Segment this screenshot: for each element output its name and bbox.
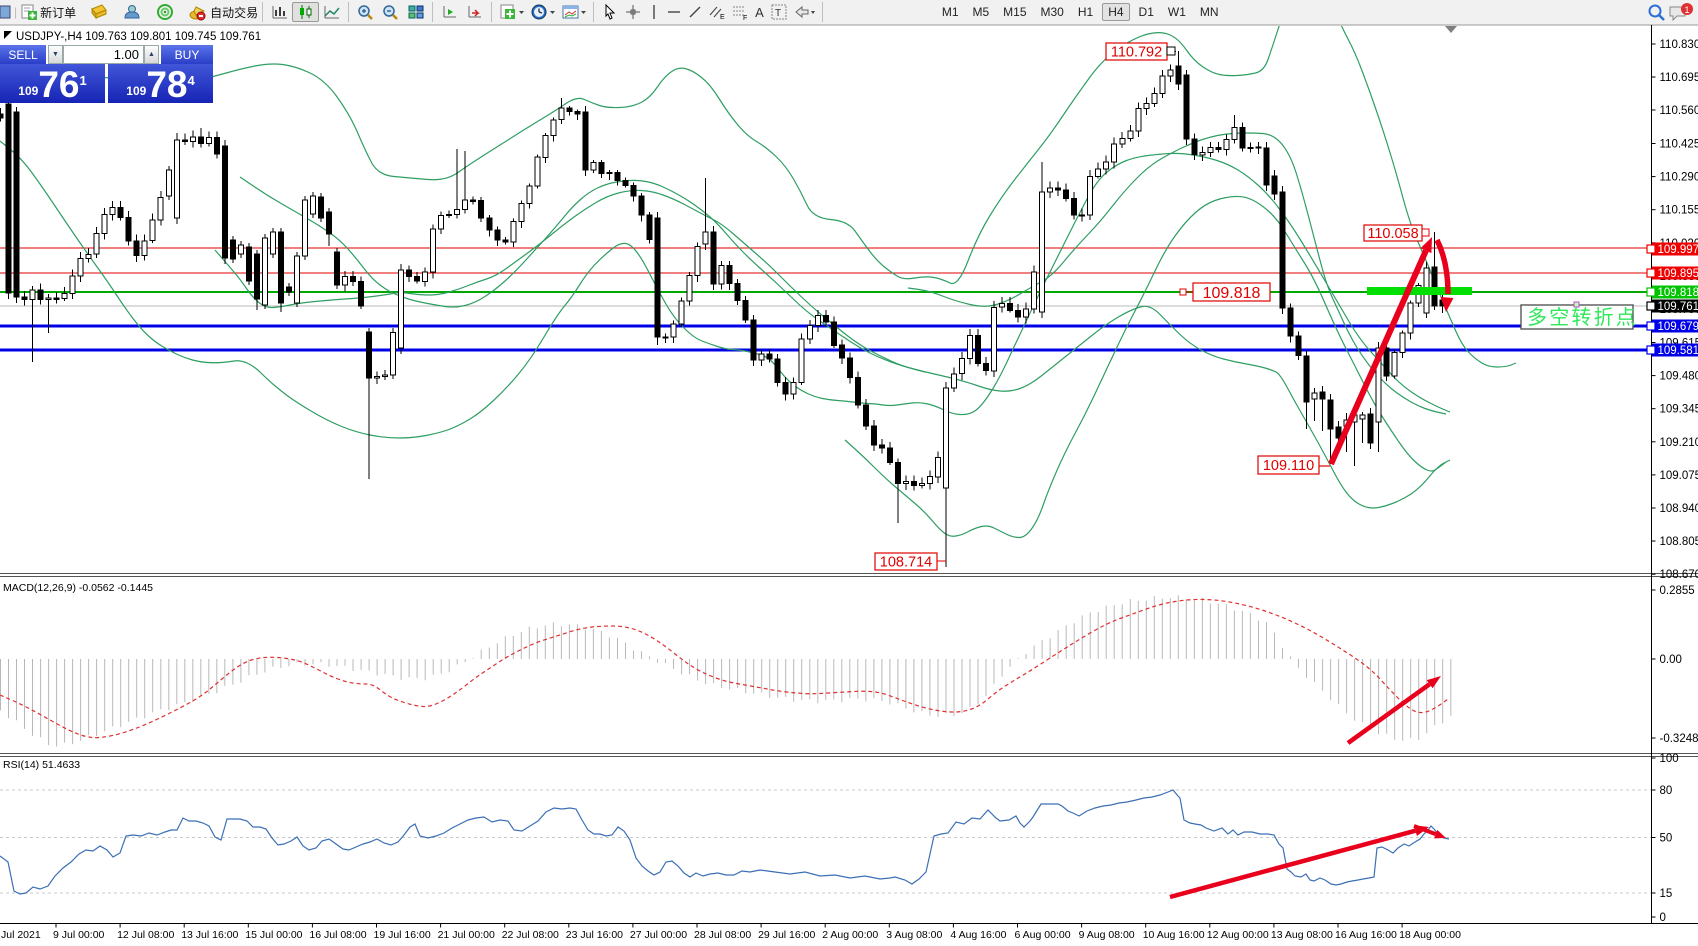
svg-text:MACD(12,26,9) -0.0562 -0.1445: MACD(12,26,9) -0.0562 -0.1445: [3, 582, 153, 594]
svg-text:0: 0: [1660, 912, 1666, 924]
svg-text:109.345: 109.345: [1660, 404, 1698, 416]
svg-text:109.761: 109.761: [1658, 301, 1698, 313]
svg-text:18 Aug 00:00: 18 Aug 00:00: [1399, 929, 1461, 941]
svg-text:27 Jul 00:00: 27 Jul 00:00: [630, 929, 687, 941]
svg-text:12 Aug 00:00: 12 Aug 00:00: [1207, 929, 1269, 941]
svg-text:13 Aug 08:00: 13 Aug 08:00: [1271, 929, 1333, 941]
svg-text:80: 80: [1660, 785, 1673, 797]
svg-text:110.155: 110.155: [1660, 205, 1698, 217]
svg-text:19 Jul 16:00: 19 Jul 16:00: [374, 929, 431, 941]
svg-text:110.695: 110.695: [1660, 72, 1698, 84]
svg-text:108.805: 108.805: [1660, 536, 1698, 548]
svg-text:108.714: 108.714: [880, 555, 932, 571]
svg-text:110.830: 110.830: [1660, 39, 1698, 51]
svg-text:E: E: [720, 14, 725, 21]
svg-text:1: 1: [1685, 5, 1690, 15]
svg-text:110.792: 110.792: [1111, 45, 1162, 61]
svg-text:-0.3248: -0.3248: [1660, 733, 1698, 745]
svg-text:50: 50: [1660, 833, 1673, 845]
svg-text:10 Aug 16:00: 10 Aug 16:00: [1143, 929, 1205, 941]
svg-text:109.075: 109.075: [1660, 470, 1698, 482]
svg-text:109.110: 109.110: [1263, 458, 1314, 474]
svg-text:109.210: 109.210: [1660, 437, 1698, 449]
svg-text:15 Jul 00:00: 15 Jul 00:00: [245, 929, 302, 941]
svg-text:0.2855: 0.2855: [1660, 585, 1695, 597]
svg-text:109.581: 109.581: [1658, 345, 1698, 357]
svg-text:9 Aug 08:00: 9 Aug 08:00: [1079, 929, 1135, 941]
svg-text:109.997: 109.997: [1658, 244, 1698, 256]
svg-text:100: 100: [1660, 753, 1679, 765]
svg-text:6 Aug 00:00: 6 Aug 00:00: [1015, 929, 1071, 941]
svg-text:28 Jul 08:00: 28 Jul 08:00: [694, 929, 751, 941]
svg-text:110.290: 110.290: [1660, 172, 1698, 184]
svg-text:109.679: 109.679: [1658, 321, 1698, 333]
svg-text:15: 15: [1660, 888, 1673, 900]
svg-text:109.480: 109.480: [1660, 371, 1698, 383]
svg-text:9 Jul 00:00: 9 Jul 00:00: [53, 929, 105, 941]
svg-text:22 Jul 08:00: 22 Jul 08:00: [502, 929, 559, 941]
svg-text:110.560: 110.560: [1660, 105, 1698, 117]
svg-text:109.818: 109.818: [1658, 287, 1698, 299]
svg-text:110.058: 110.058: [1367, 226, 1418, 242]
svg-text:21 Jul 00:00: 21 Jul 00:00: [438, 929, 495, 941]
svg-text:110.425: 110.425: [1660, 139, 1698, 151]
svg-text:2 Aug 00:00: 2 Aug 00:00: [822, 929, 878, 941]
svg-text:108.940: 108.940: [1660, 503, 1698, 515]
svg-text:0.00: 0.00: [1660, 654, 1682, 666]
svg-text:109.818: 109.818: [1203, 285, 1261, 302]
svg-text:16 Jul 08:00: 16 Jul 08:00: [309, 929, 366, 941]
svg-text:Jul 2021: Jul 2021: [1, 929, 41, 941]
svg-text:F: F: [743, 15, 747, 21]
svg-text:RSI(14) 51.4633: RSI(14) 51.4633: [3, 759, 80, 771]
svg-text:23 Jul 16:00: 23 Jul 16:00: [566, 929, 623, 941]
svg-text:12 Jul 08:00: 12 Jul 08:00: [117, 929, 174, 941]
svg-text:108.670: 108.670: [1660, 569, 1698, 581]
svg-text:29 Jul 16:00: 29 Jul 16:00: [758, 929, 815, 941]
svg-text:4 Aug 16:00: 4 Aug 16:00: [950, 929, 1006, 941]
svg-text:USDJPY-,H4 109.763 109.801 10: USDJPY-,H4 109.763 109.801 109.745 109.7…: [16, 31, 261, 43]
svg-text:多空转折点: 多空转折点: [1527, 306, 1638, 329]
svg-text:109.895: 109.895: [1658, 268, 1698, 280]
svg-text:16 Aug 16:00: 16 Aug 16:00: [1335, 929, 1397, 941]
svg-text:T: T: [775, 8, 781, 19]
svg-text:13 Jul 16:00: 13 Jul 16:00: [181, 929, 238, 941]
svg-text:3 Aug 08:00: 3 Aug 08:00: [886, 929, 942, 941]
